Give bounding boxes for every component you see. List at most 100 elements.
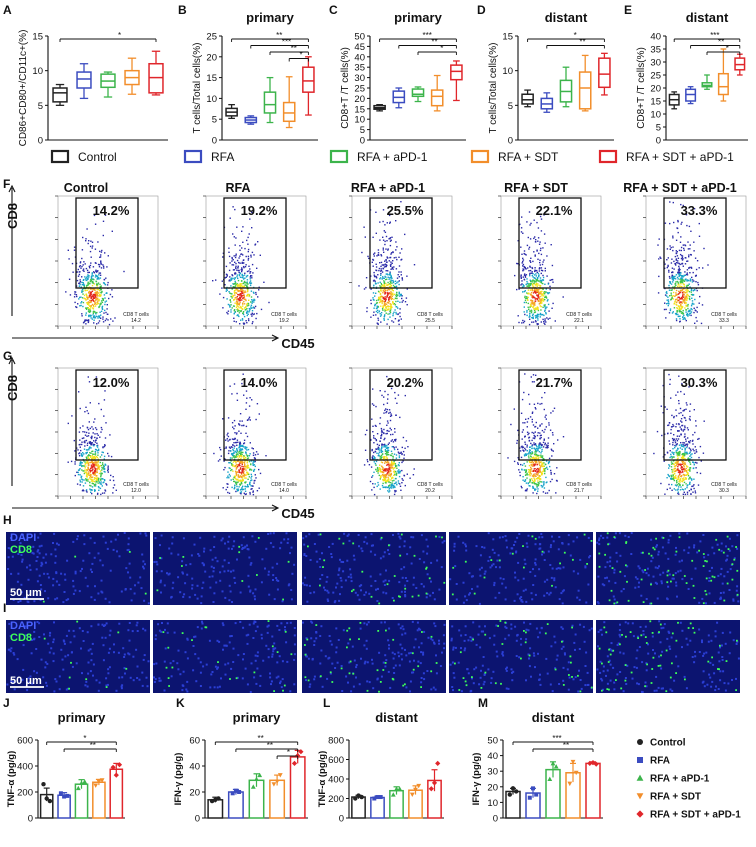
event-dot	[84, 298, 87, 300]
event-dot	[376, 255, 378, 257]
event-dot	[390, 465, 392, 467]
event-dot	[241, 283, 243, 285]
event-dot	[693, 250, 695, 252]
box-0	[225, 103, 238, 120]
event-dot	[546, 444, 548, 446]
event-dot	[387, 274, 389, 276]
event-dot	[252, 491, 254, 493]
y-tick-label: 40	[650, 32, 661, 43]
event-dot	[529, 479, 532, 482]
event-dot	[390, 252, 393, 254]
event-dot	[531, 465, 534, 467]
event-dot	[94, 441, 97, 443]
event-dot	[378, 453, 380, 455]
event-dot	[100, 292, 102, 294]
event-dot	[390, 470, 392, 472]
event-dot	[388, 278, 390, 280]
event-dot	[251, 399, 253, 401]
event-dot	[81, 288, 84, 291]
event-dot	[250, 463, 252, 465]
event-dot	[675, 261, 678, 264]
event-dot	[378, 449, 381, 451]
event-dot	[84, 445, 86, 447]
event-dot	[671, 275, 673, 277]
event-dot	[107, 319, 109, 321]
event-dot	[79, 474, 81, 476]
event-dot	[374, 303, 376, 306]
event-dot	[381, 461, 384, 464]
event-dot	[381, 484, 384, 487]
event-dot	[387, 309, 389, 311]
event-dot	[398, 452, 400, 455]
event-dot	[379, 299, 381, 301]
event-dot	[524, 479, 527, 481]
event-dot	[365, 286, 367, 289]
event-dot	[244, 291, 247, 293]
event-dot	[384, 446, 387, 448]
event-dot	[102, 465, 105, 467]
event-dot	[373, 253, 375, 255]
event-dot	[529, 272, 531, 274]
event-dot	[383, 438, 385, 441]
event-dot	[243, 303, 246, 305]
event-dot	[248, 295, 250, 298]
event-dot	[228, 492, 231, 494]
event-dot	[392, 487, 395, 489]
event-dot	[83, 286, 86, 288]
event-dot	[534, 468, 536, 470]
event-dot	[233, 383, 236, 385]
event-dot	[232, 259, 234, 261]
event-dot	[530, 284, 532, 286]
panel-title: distant	[686, 10, 729, 25]
event-dot	[533, 432, 535, 434]
event-dot	[84, 434, 87, 436]
event-dot	[233, 465, 236, 467]
event-dot	[536, 463, 538, 466]
event-dot	[523, 274, 526, 276]
event-dot	[534, 308, 536, 310]
event-dot	[103, 294, 106, 296]
event-dot	[95, 464, 97, 466]
event-dot	[249, 491, 251, 494]
event-dot	[230, 279, 232, 281]
event-dot	[386, 457, 389, 459]
event-dot	[96, 284, 99, 286]
event-dot	[242, 277, 244, 279]
event-dot	[385, 447, 388, 449]
event-dot	[695, 281, 697, 283]
event-dot	[392, 251, 394, 254]
event-dot	[233, 458, 236, 460]
event-dot	[238, 480, 240, 482]
event-dot	[688, 279, 690, 282]
event-dot	[527, 284, 530, 286]
event-dot	[539, 471, 541, 473]
event-dot	[528, 246, 531, 248]
event-dot	[251, 315, 253, 317]
event-dot	[87, 376, 89, 378]
event-dot	[404, 233, 406, 236]
event-dot	[523, 301, 526, 304]
event-dot	[237, 279, 240, 282]
event-dot	[111, 230, 113, 232]
event-dot	[375, 405, 377, 408]
event-dot	[256, 267, 258, 269]
event-dot	[250, 290, 253, 292]
event-dot	[382, 486, 384, 489]
event-dot	[377, 252, 380, 254]
event-dot	[245, 474, 247, 477]
event-dot	[669, 201, 671, 203]
event-dot	[237, 489, 239, 492]
event-dot	[84, 482, 87, 484]
event-dot	[91, 295, 94, 297]
event-dot	[85, 307, 87, 309]
event-dot	[248, 460, 251, 463]
event-dot	[79, 305, 81, 307]
y-tick-label: 0	[656, 136, 661, 147]
event-dot	[531, 281, 533, 283]
event-dot	[88, 454, 90, 456]
event-dot	[693, 303, 695, 305]
event-dot	[228, 467, 230, 469]
event-dot	[249, 442, 251, 444]
event-dot	[86, 289, 88, 291]
event-dot	[92, 308, 95, 310]
